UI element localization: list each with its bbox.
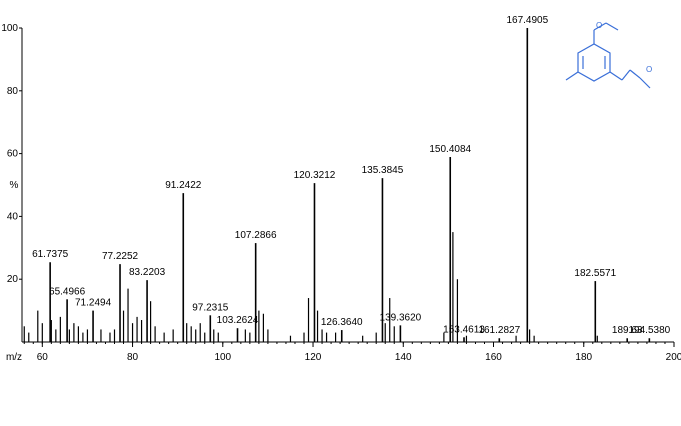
peak-label: 194.5380 bbox=[628, 325, 670, 336]
x-axis-label: m/z bbox=[6, 352, 22, 363]
peak-label: 135.3845 bbox=[362, 165, 404, 176]
x-tick-label: 140 bbox=[395, 352, 412, 363]
y-tick-label: 60 bbox=[7, 149, 19, 160]
y-tick-label: 20 bbox=[7, 274, 19, 285]
x-tick-label: 180 bbox=[575, 352, 592, 363]
peak-label: 150.4084 bbox=[429, 144, 471, 155]
y-tick-label: 80 bbox=[7, 86, 19, 97]
peak-label: 139.3620 bbox=[380, 312, 422, 323]
peak-label: 71.2494 bbox=[75, 298, 112, 309]
x-tick-label: 160 bbox=[485, 352, 502, 363]
x-tick-label: 60 bbox=[37, 352, 49, 363]
peak-label: 107.2866 bbox=[235, 230, 277, 241]
peak-label: 61.7375 bbox=[32, 249, 69, 260]
x-tick-label: 100 bbox=[214, 352, 231, 363]
peak-label: 77.2252 bbox=[102, 251, 139, 262]
peak-label: 83.2203 bbox=[129, 267, 166, 278]
molecule bbox=[565, 22, 651, 89]
peak-label: 126.3640 bbox=[321, 317, 363, 328]
peak-label: 182.5571 bbox=[574, 268, 616, 279]
atom: O bbox=[596, 21, 602, 30]
peak-label: 153.4613 bbox=[443, 324, 485, 335]
peak-label: 120.3212 bbox=[294, 170, 336, 181]
peak-label: 97.2315 bbox=[192, 302, 229, 313]
peak-label: 189.63 bbox=[612, 325, 643, 336]
atom: O bbox=[646, 65, 652, 74]
peak-label: 91.2422 bbox=[165, 180, 202, 191]
peak-label: 65.4966 bbox=[49, 286, 86, 297]
x-tick-label: 80 bbox=[127, 352, 139, 363]
x-tick-label: 120 bbox=[305, 352, 322, 363]
x-tick-label: 200 bbox=[666, 352, 681, 363]
y-tick-label: 40 bbox=[7, 211, 19, 222]
peak-label: 167.4905 bbox=[506, 15, 548, 26]
peak-label: 103.2624 bbox=[217, 315, 259, 326]
y-tick-label: 100 bbox=[1, 23, 18, 34]
peak-label: 161.2827 bbox=[478, 325, 520, 336]
y-axis-label: % bbox=[10, 180, 19, 191]
